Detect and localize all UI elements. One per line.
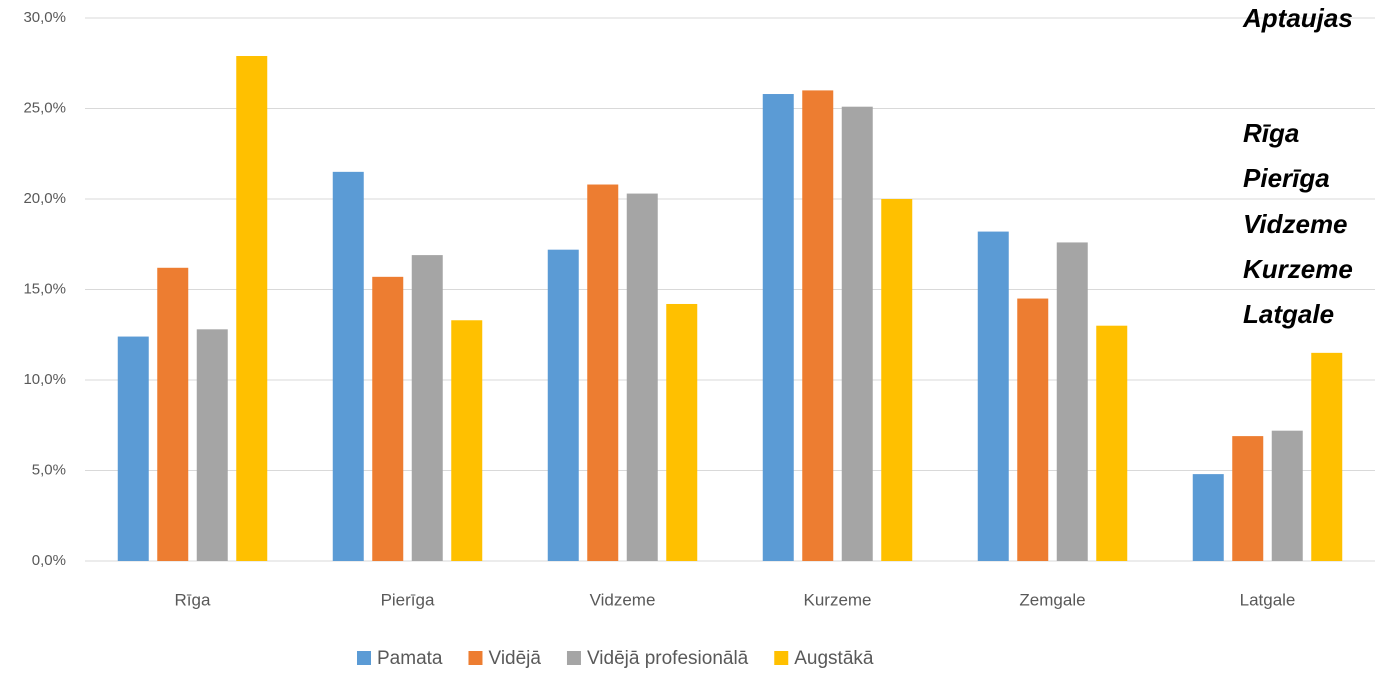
bar xyxy=(1311,352,1343,561)
bar xyxy=(587,184,619,561)
annotation: Pierīga xyxy=(1243,163,1330,193)
bar xyxy=(977,231,1009,561)
bar xyxy=(117,336,149,561)
bar xyxy=(1017,298,1049,561)
legend-swatch xyxy=(468,651,483,665)
bar xyxy=(666,303,698,561)
bar xyxy=(236,56,268,561)
y-tick-label: 0,0% xyxy=(32,552,66,569)
bar xyxy=(1271,430,1303,561)
legend-label: Vidējā profesionālā xyxy=(587,648,749,669)
annotation: Kurzeme xyxy=(1243,254,1353,284)
bar xyxy=(1192,474,1224,561)
bar xyxy=(1232,436,1264,561)
annotation: Vidzeme xyxy=(1243,209,1348,239)
bar xyxy=(841,106,873,561)
legend-swatch xyxy=(357,651,371,665)
bar xyxy=(547,249,579,561)
annotation: Aptaujas xyxy=(1242,3,1353,33)
y-tick-label: 30,0% xyxy=(23,9,66,26)
legend-swatch xyxy=(774,651,789,665)
bar xyxy=(762,94,794,562)
bar xyxy=(332,171,364,561)
x-tick-label: Vidzeme xyxy=(590,590,656,609)
annotation: Rīga xyxy=(1243,118,1299,148)
y-tick-label: 10,0% xyxy=(23,371,66,388)
y-tick-label: 5,0% xyxy=(32,461,66,478)
y-tick-label: 25,0% xyxy=(23,99,66,116)
bar xyxy=(1096,325,1128,561)
x-tick-label: Pierīga xyxy=(381,590,435,609)
bar xyxy=(157,267,189,561)
x-tick-label: Kurzeme xyxy=(803,590,871,609)
x-tick-label: Latgale xyxy=(1240,590,1296,609)
annotation: Latgale xyxy=(1243,299,1334,329)
bar xyxy=(451,320,483,561)
bar xyxy=(626,193,658,561)
legend-label: Pamata xyxy=(377,648,443,669)
y-tick-label: 15,0% xyxy=(23,280,66,297)
legend-label: Augstākā xyxy=(794,648,874,669)
legend-swatch xyxy=(566,651,581,665)
bar xyxy=(411,255,443,562)
bar xyxy=(881,199,913,561)
x-tick-label: Zemgale xyxy=(1019,590,1085,609)
bar xyxy=(802,90,834,562)
y-tick-label: 20,0% xyxy=(23,190,66,207)
bar xyxy=(196,329,228,561)
bar xyxy=(372,276,404,561)
x-tick-label: Rīga xyxy=(175,590,211,609)
legend-label: Vidējā xyxy=(488,648,541,669)
bar xyxy=(1056,242,1088,561)
